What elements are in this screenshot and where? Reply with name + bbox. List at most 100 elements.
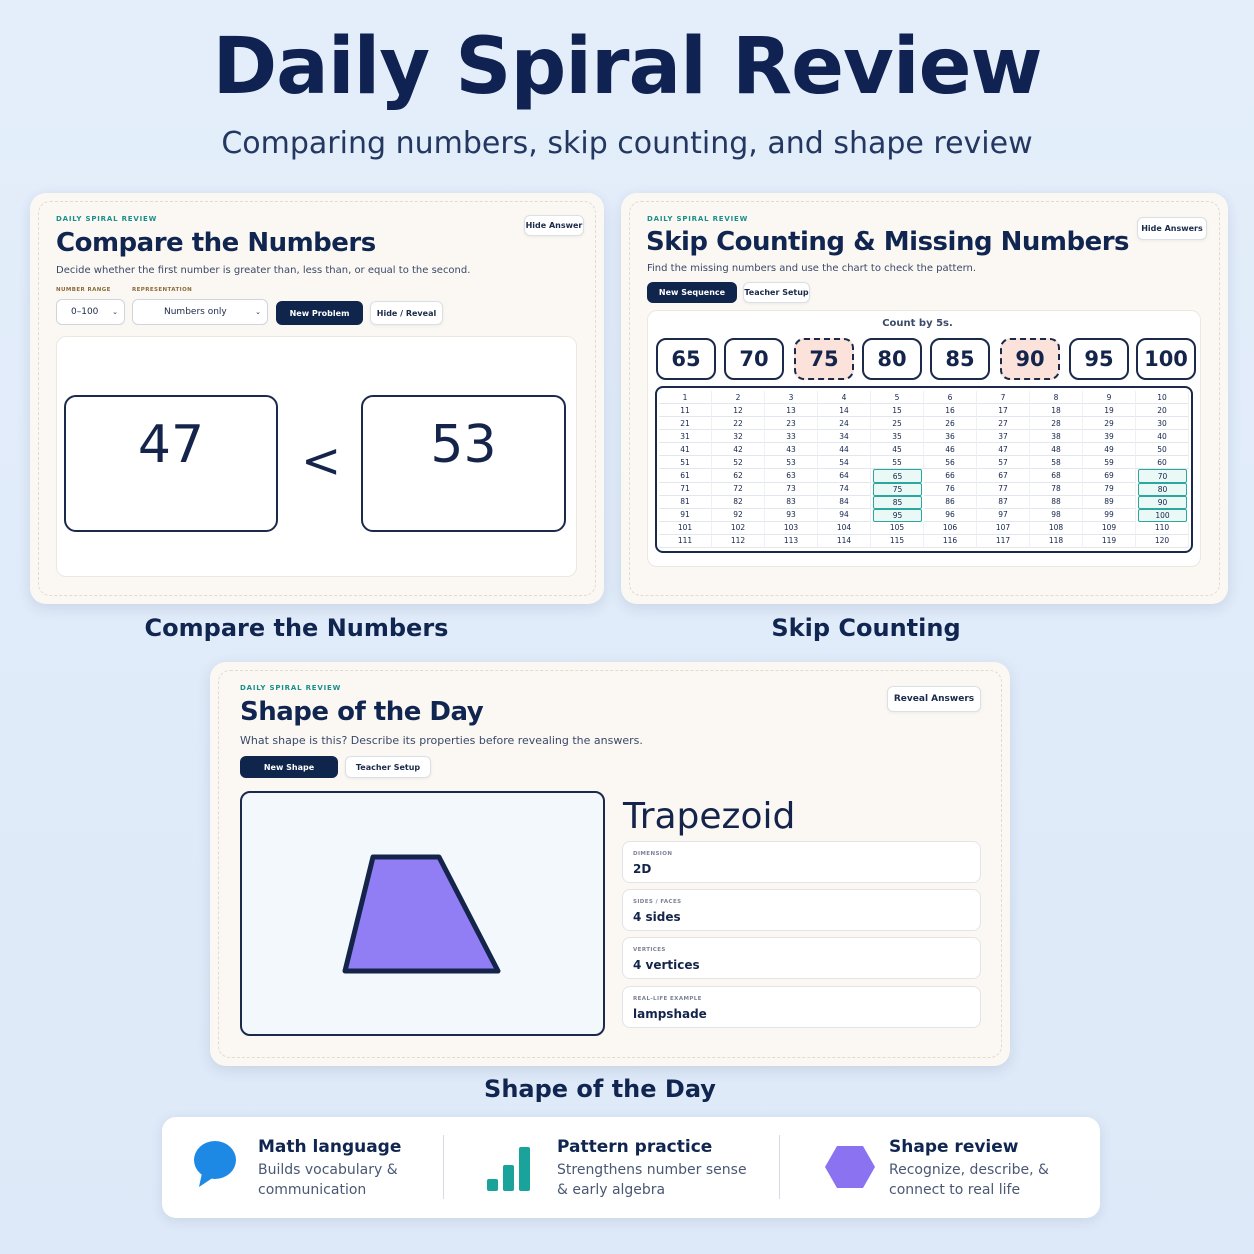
chart-cell: 119 (1083, 534, 1136, 548)
sequence-number-box: 65 (656, 338, 716, 380)
shape-title: Shape of the Day (240, 697, 484, 727)
hide-answer-button[interactable]: Hide Answer (524, 215, 584, 236)
shape-panel-border (218, 670, 1002, 1058)
chart-cell: 47 (977, 443, 1030, 457)
shape-display (240, 791, 605, 1036)
hundreds-chart: 1 2 3 4 5 6 7 8 9 10 11 12 13 14 15 16 17 18 19 20 21 22 23 24 2… (655, 386, 1193, 553)
chart-cell: 106 (924, 521, 977, 535)
chart-cell: 87 (977, 495, 1030, 509)
chart-cell: 82 (712, 495, 765, 509)
missing-number-box[interactable]: 90 (1000, 338, 1060, 380)
chart-cell: 41 (659, 443, 712, 457)
property-card: SIDES / FACES 4 sides (622, 889, 981, 931)
left-number-box: 47 (64, 395, 278, 532)
chart-cell: 39 (1083, 430, 1136, 444)
feature-desc-pattern-practice-1: Strengthens number sense (557, 1162, 747, 1178)
chart-cell: 101 (659, 521, 712, 535)
chart-cell-highlighted: 85 (873, 495, 922, 509)
property-value: 4 vertices (633, 958, 700, 972)
feature-title-math-language: Math language (258, 1137, 402, 1157)
feature-title-shape-review: Shape review (889, 1137, 1019, 1157)
new-shape-button[interactable]: New Shape (240, 756, 338, 778)
chart-cell: 114 (818, 534, 871, 548)
chart-cell: 105 (871, 521, 924, 535)
reveal-answers-button[interactable]: Reveal Answers (887, 686, 981, 712)
comparison-symbol: < (301, 433, 342, 489)
count-label: Count by 5s. (882, 318, 953, 329)
chart-cell: 111 (659, 534, 712, 548)
chart-cell: 28 (1030, 417, 1083, 431)
property-label: DIMENSION (633, 851, 673, 857)
chart-cell: 118 (1030, 534, 1083, 548)
property-label: REAL-LIFE EXAMPLE (633, 996, 702, 1002)
chart-cell: 34 (818, 430, 871, 444)
hide-answers-button[interactable]: Hide Answers (1137, 217, 1207, 240)
chart-cell: 68 (1030, 469, 1083, 483)
property-value: 2D (633, 862, 652, 876)
chart-cell: 14 (818, 404, 871, 418)
new-problem-button[interactable]: New Problem (276, 301, 363, 325)
divider (443, 1135, 444, 1199)
chart-cell: 1 (659, 391, 712, 405)
chart-cell: 103 (765, 521, 818, 535)
speech-bubble-icon (194, 1141, 236, 1187)
chart-cell: 93 (765, 508, 818, 522)
missing-number-box[interactable]: 75 (794, 338, 854, 380)
representation-value: Numbers only (164, 307, 227, 317)
chart-cell: 7 (977, 391, 1030, 405)
teacher-setup-button[interactable]: Teacher Setup (743, 282, 810, 303)
feature-desc-math-language-2: communication (258, 1182, 367, 1198)
chart-cell-highlighted: 95 (873, 508, 922, 522)
chart-cell: 37 (977, 430, 1030, 444)
chart-cell: 84 (818, 495, 871, 509)
chart-cell: 59 (1083, 456, 1136, 470)
chart-cell: 53 (765, 456, 818, 470)
property-value: 4 sides (633, 910, 681, 924)
chart-cell: 61 (659, 469, 712, 483)
shape-eyebrow: DAILY SPIRAL REVIEW (240, 684, 342, 692)
skip-caption: Skip Counting (771, 614, 961, 642)
feature-title-pattern-practice: Pattern practice (557, 1137, 713, 1157)
property-card: VERTICES 4 vertices (622, 937, 981, 979)
chart-cell: 104 (818, 521, 871, 535)
sequence-number-box: 100 (1136, 338, 1196, 380)
chart-cell: 89 (1083, 495, 1136, 509)
property-card: REAL-LIFE EXAMPLE lampshade (622, 986, 981, 1028)
sequence-number-box: 70 (724, 338, 784, 380)
skip-description: Find the missing numbers and use the cha… (647, 263, 977, 274)
chart-cell: 99 (1083, 508, 1136, 522)
chart-cell: 29 (1083, 417, 1136, 431)
chart-cell-highlighted: 100 (1138, 508, 1187, 522)
hide-reveal-button[interactable]: Hide / Reveal (370, 301, 443, 325)
chart-cell: 96 (924, 508, 977, 522)
chart-cell: 6 (924, 391, 977, 405)
chart-cell: 17 (977, 404, 1030, 418)
chart-cell: 108 (1030, 521, 1083, 535)
compare-caption: Compare the Numbers (144, 614, 449, 642)
hexagon-icon (825, 1146, 875, 1188)
shape-teacher-setup-button[interactable]: Teacher Setup (345, 756, 431, 778)
chart-cell: 18 (1030, 404, 1083, 418)
representation-select[interactable]: Numbers only ⌄ (132, 299, 268, 325)
compare-description: Decide whether the first number is great… (56, 265, 471, 276)
chart-cell: 66 (924, 469, 977, 483)
chart-cell: 22 (712, 417, 765, 431)
chart-cell: 49 (1083, 443, 1136, 457)
chart-cell: 44 (818, 443, 871, 457)
chart-cell: 113 (765, 534, 818, 548)
compare-eyebrow: DAILY SPIRAL REVIEW (56, 215, 158, 223)
shape-description: What shape is this? Describe its propert… (240, 734, 643, 747)
chart-cell: 42 (712, 443, 765, 457)
new-sequence-button[interactable]: New Sequence (647, 282, 737, 303)
chart-cell: 97 (977, 508, 1030, 522)
chart-cell-highlighted: 70 (1138, 469, 1187, 483)
number-range-select[interactable]: 0–100 ⌄ (56, 299, 125, 325)
chart-cell: 50 (1136, 443, 1189, 457)
chart-cell: 64 (818, 469, 871, 483)
chart-cell: 102 (712, 521, 765, 535)
property-card: DIMENSION 2D (622, 841, 981, 883)
chart-cell: 51 (659, 456, 712, 470)
chart-cell: 112 (712, 534, 765, 548)
chart-cell: 48 (1030, 443, 1083, 457)
chart-cell: 88 (1030, 495, 1083, 509)
